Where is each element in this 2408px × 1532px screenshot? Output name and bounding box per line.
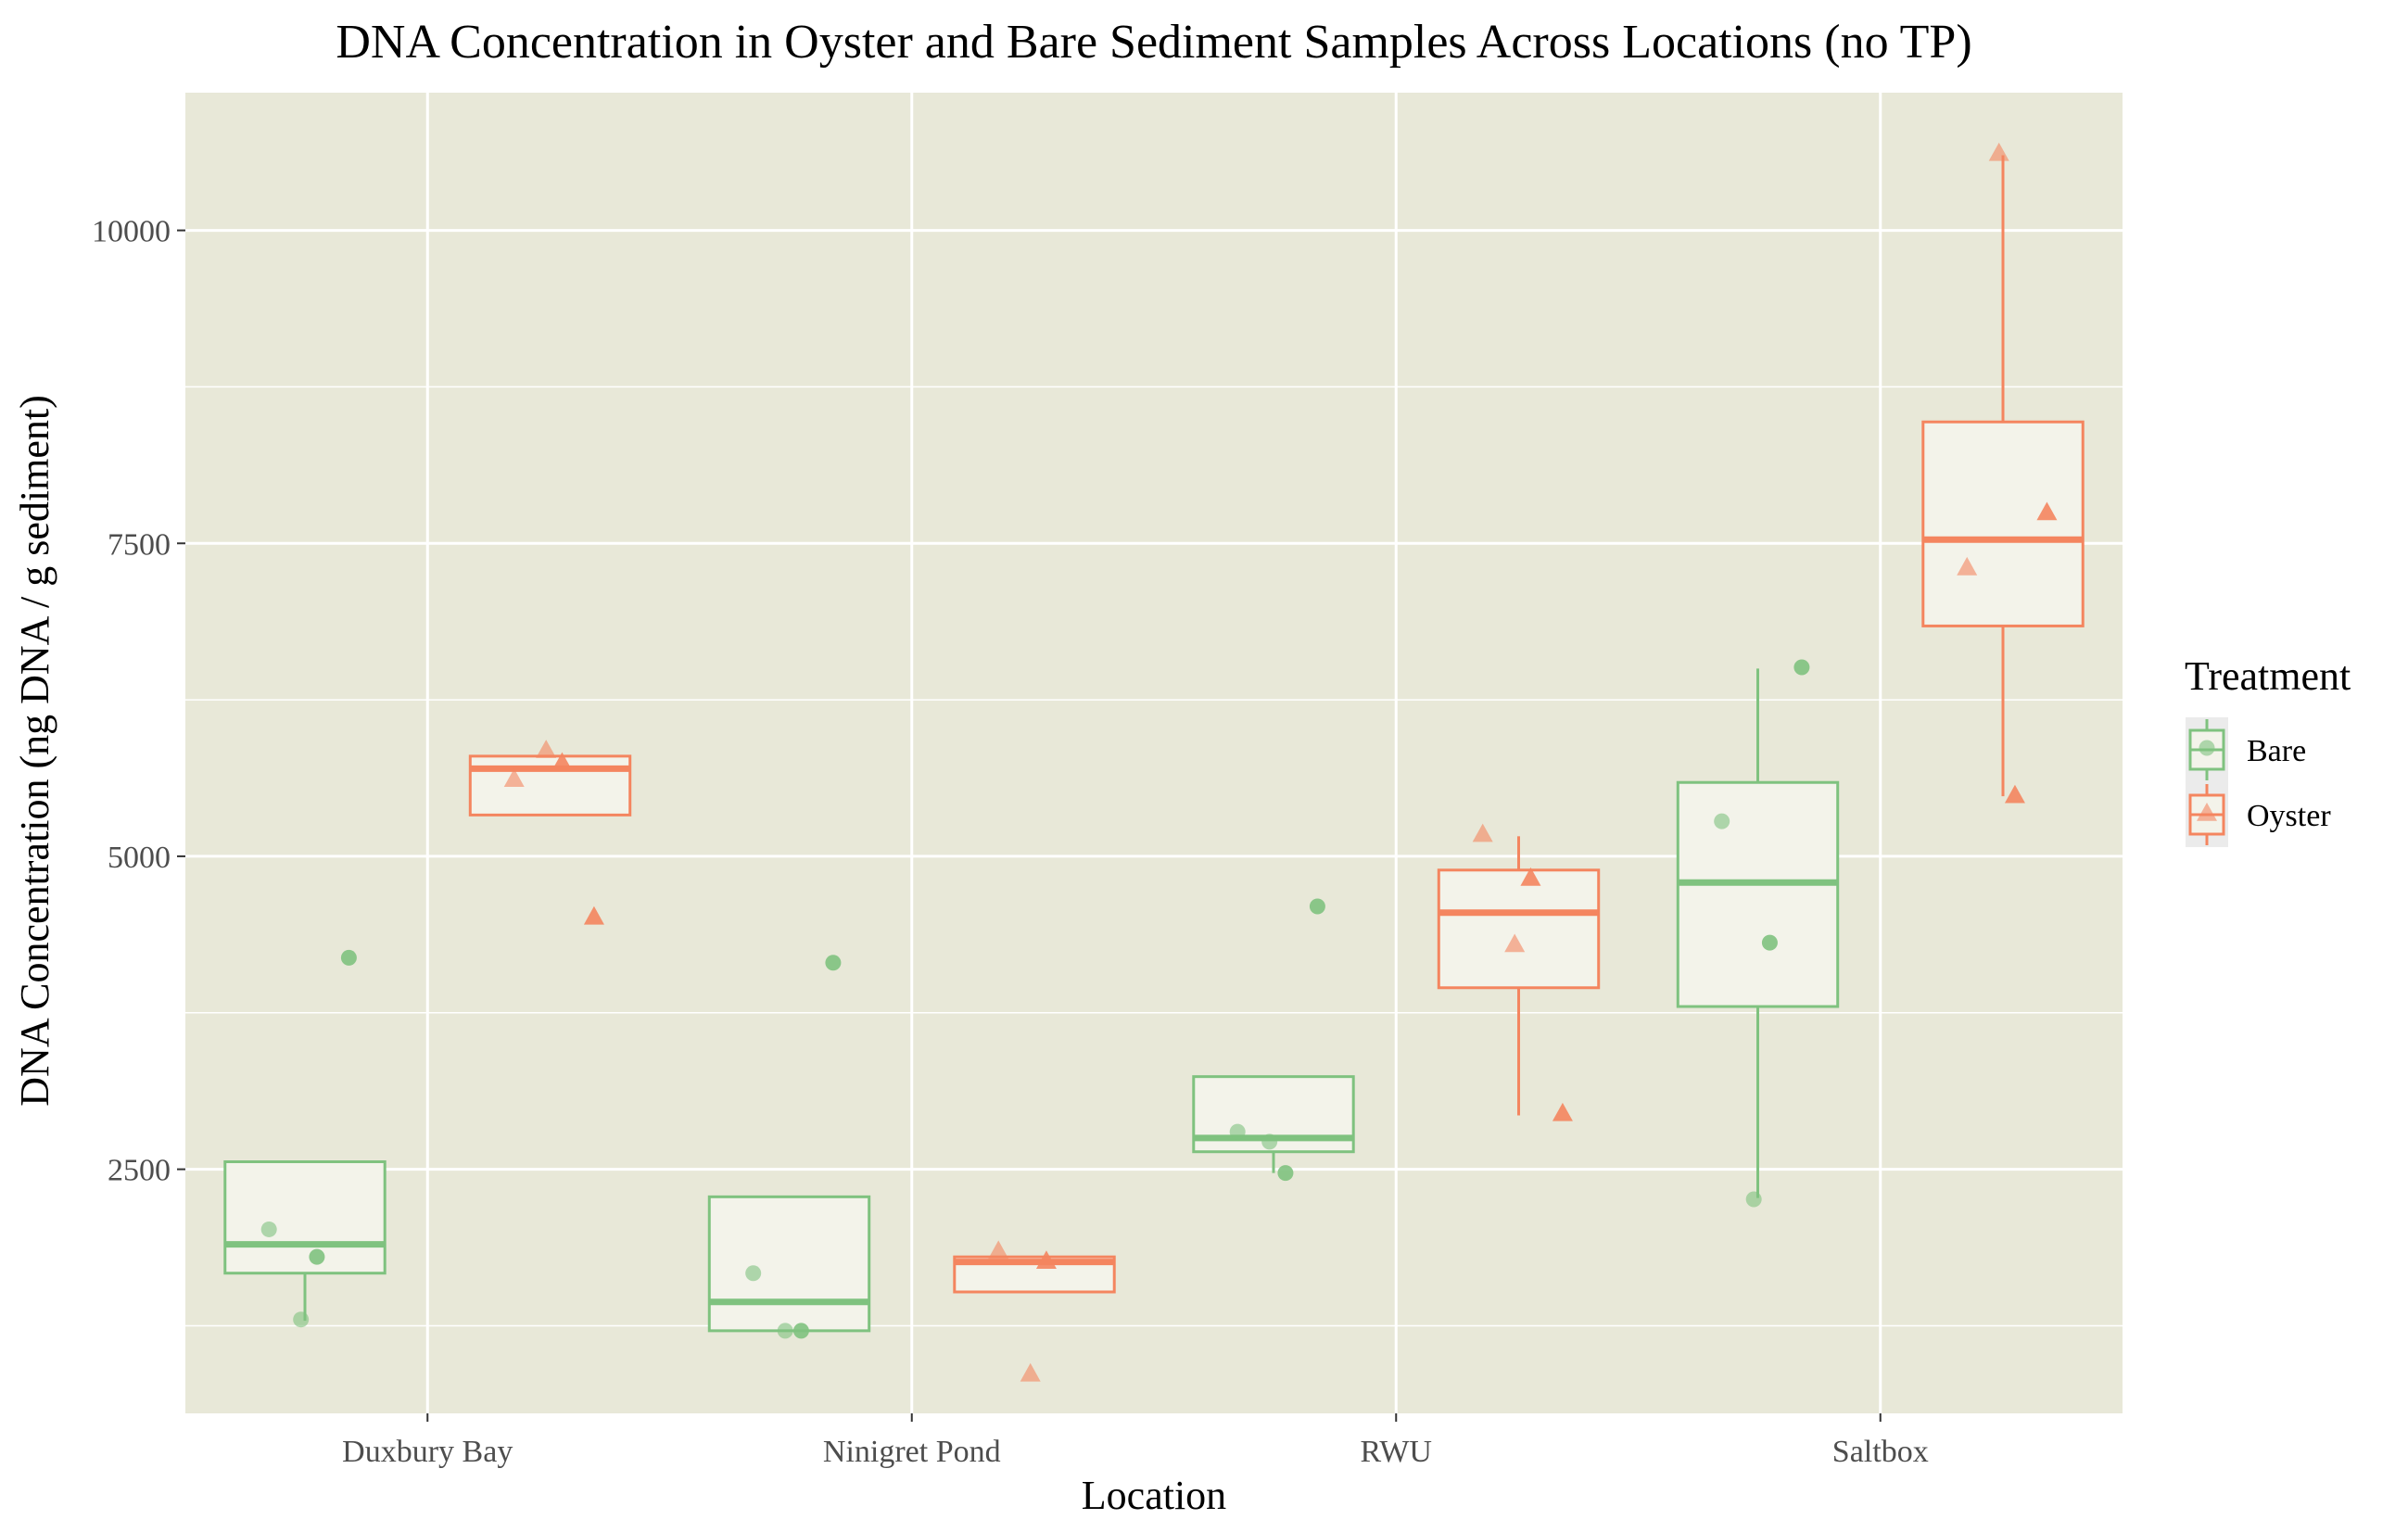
data-point: [551, 752, 573, 771]
data-point: [1504, 933, 1526, 953]
data-point: [309, 1248, 325, 1265]
y-tick-label: 5000: [108, 841, 171, 875]
chart-title: DNA Concentration in Oyster and Bare Sed…: [336, 16, 1971, 69]
legend-label: Bare: [2247, 734, 2306, 768]
data-point: [1261, 1133, 1278, 1150]
box-body: [1921, 420, 2085, 627]
data-point: [340, 949, 357, 966]
box-body: [707, 1195, 871, 1333]
data-point: [1020, 1362, 1041, 1382]
y-tick-label: 2500: [108, 1154, 171, 1188]
data-point: [2004, 784, 2025, 804]
data-point: [792, 1323, 809, 1339]
legend-title: Treatment: [2185, 653, 2351, 699]
legend-items: Bare Oyster: [2186, 717, 2331, 847]
boxes-layer: [223, 155, 2085, 1333]
data-point: [745, 1265, 762, 1282]
data-point: [1520, 867, 1541, 886]
x-tick-label: Duxbury Bay: [342, 1435, 513, 1469]
box-body: [468, 754, 632, 817]
data-point: [1988, 142, 2009, 161]
x-axis-title: Location: [1082, 1473, 1226, 1518]
x-tick-label: Ninigret Pond: [823, 1435, 1001, 1469]
data-point: [2036, 501, 2058, 521]
data-point: [1745, 1191, 1762, 1208]
data-point: [1552, 1102, 1573, 1121]
y-tick-label: 7500: [108, 527, 171, 562]
data-point: [293, 1311, 310, 1328]
data-point: [1472, 823, 1493, 842]
data-point: [503, 768, 525, 787]
data-point: [1761, 934, 1778, 951]
legend-label: Oyster: [2247, 799, 2331, 833]
box-body: [1676, 780, 1840, 1008]
x-tick-label: RWU: [1361, 1435, 1432, 1469]
legend-key-marker: [2199, 740, 2215, 756]
box-body: [223, 1160, 387, 1275]
y-tick-label: 10000: [92, 215, 171, 249]
plot-panel: [185, 93, 2123, 1413]
x-tick-label: Saltbox: [1832, 1435, 1929, 1469]
legend-key-marker: [2197, 803, 2217, 821]
data-point: [1714, 813, 1730, 829]
data-point: [1309, 898, 1325, 915]
data-point: [536, 740, 557, 758]
y-axis-title: DNA Concentration (ng DNA / g sediment): [12, 395, 57, 1106]
grid-lines: [185, 93, 2123, 1413]
data-point: [1793, 659, 1810, 676]
data-point: [1229, 1123, 1246, 1140]
data-point: [825, 955, 842, 971]
data-point: [1277, 1165, 1294, 1182]
data-point: [1035, 1250, 1057, 1270]
data-point: [1957, 556, 1978, 576]
legend: Treatment Bare Oyster: [2185, 653, 2351, 847]
data-point: [260, 1221, 277, 1237]
data-point: [583, 905, 604, 925]
box-body: [1437, 868, 1601, 990]
points-layer: [260, 142, 2058, 1382]
axes-layer: 2500 5000 7500 10000 Duxbury Bay Ninigret Pon…: [92, 215, 1929, 1469]
data-point: [988, 1240, 1009, 1260]
data-point: [777, 1323, 793, 1339]
